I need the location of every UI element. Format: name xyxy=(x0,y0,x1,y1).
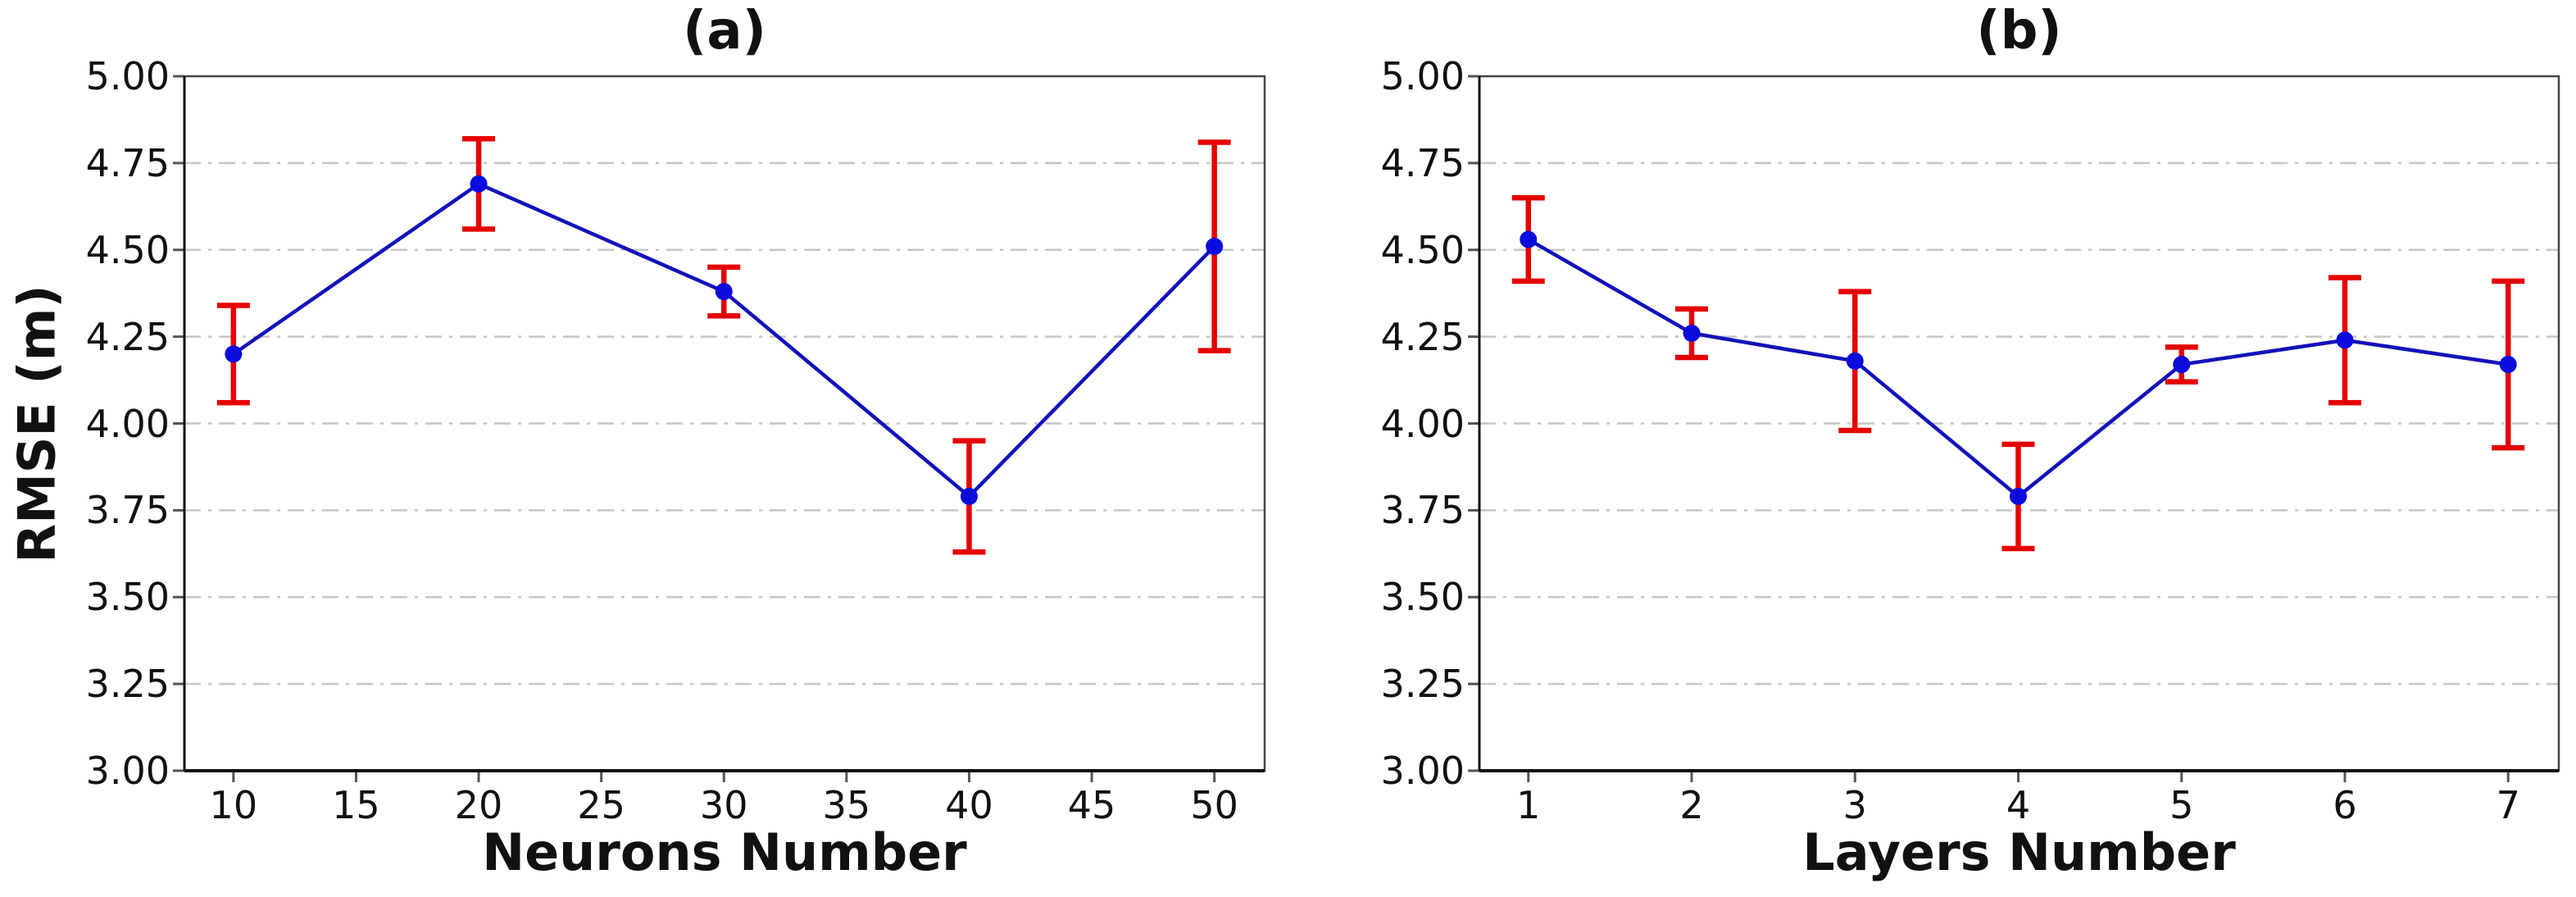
data-point xyxy=(2010,487,2028,505)
y-tick-label-3.25: 3.25 xyxy=(1380,662,1465,707)
y-tick-label-3.50: 3.50 xyxy=(1380,575,1465,620)
data-point xyxy=(715,283,733,301)
data-point xyxy=(1846,352,1864,370)
panel-a-plot-area xyxy=(173,75,1266,782)
y-tick-label-4.25: 4.25 xyxy=(1380,314,1465,359)
y-tick-label-3.50: 3.50 xyxy=(85,575,170,620)
data-point xyxy=(1520,230,1538,248)
y-tick-label-4.75: 4.75 xyxy=(1380,140,1465,185)
x-tick-label-20: 20 xyxy=(454,783,503,827)
y-tick-label-4.00: 4.00 xyxy=(85,401,170,446)
y-tick-label-3.25: 3.25 xyxy=(85,662,170,707)
data-point xyxy=(960,487,978,505)
x-tick-label-35: 35 xyxy=(822,783,871,827)
x-tick-label-5: 5 xyxy=(2169,783,2194,827)
y-tick-label-5.00: 5.00 xyxy=(1380,54,1465,98)
y-tick-label-4.50: 4.50 xyxy=(85,227,170,272)
y-tick-label-3.75: 3.75 xyxy=(85,488,170,533)
y-tick-label-4.50: 4.50 xyxy=(1380,227,1465,272)
y-tick-label-5.00: 5.00 xyxy=(85,54,170,98)
panel-b-plot-area xyxy=(1468,75,2560,782)
x-tick-label-3: 3 xyxy=(1842,783,1867,827)
data-point xyxy=(1683,324,1701,342)
x-tick-label-10: 10 xyxy=(209,783,258,827)
data-point xyxy=(2499,356,2517,374)
data-point xyxy=(1206,238,1224,256)
data-point xyxy=(470,175,488,193)
x-tick-label-15: 15 xyxy=(332,783,380,827)
x-tick-label-45: 45 xyxy=(1067,783,1116,827)
x-tick-label-40: 40 xyxy=(945,783,993,827)
x-tick-label-1: 1 xyxy=(1516,783,1541,827)
x-tick-label-30: 30 xyxy=(699,783,748,827)
y-tick-label-3.00: 3.00 xyxy=(1380,749,1465,793)
data-point xyxy=(2336,331,2354,349)
panel-a-title: (a) xyxy=(683,1,766,61)
y-tick-label-4.25: 4.25 xyxy=(85,314,170,359)
panel-b-x-axis-label: Layers Number xyxy=(1802,822,2236,882)
y-tick-label-4.75: 4.75 xyxy=(85,140,170,185)
x-tick-label-2: 2 xyxy=(1679,783,1704,827)
y-tick-label-4.00: 4.00 xyxy=(1380,401,1465,446)
x-tick-label-25: 25 xyxy=(577,783,625,827)
data-point xyxy=(225,345,243,363)
x-tick-label-7: 7 xyxy=(2496,783,2520,827)
y-tick-label-3.75: 3.75 xyxy=(1380,488,1465,533)
panel-b-title: (b) xyxy=(1976,1,2062,61)
x-tick-label-4: 4 xyxy=(2006,783,2031,827)
panel-a-x-axis-label: Neurons Number xyxy=(482,822,967,882)
x-tick-label-6: 6 xyxy=(2333,783,2357,827)
x-tick-label-50: 50 xyxy=(1190,783,1238,827)
data-point xyxy=(2173,356,2191,374)
y-tick-label-3.00: 3.00 xyxy=(85,749,170,793)
